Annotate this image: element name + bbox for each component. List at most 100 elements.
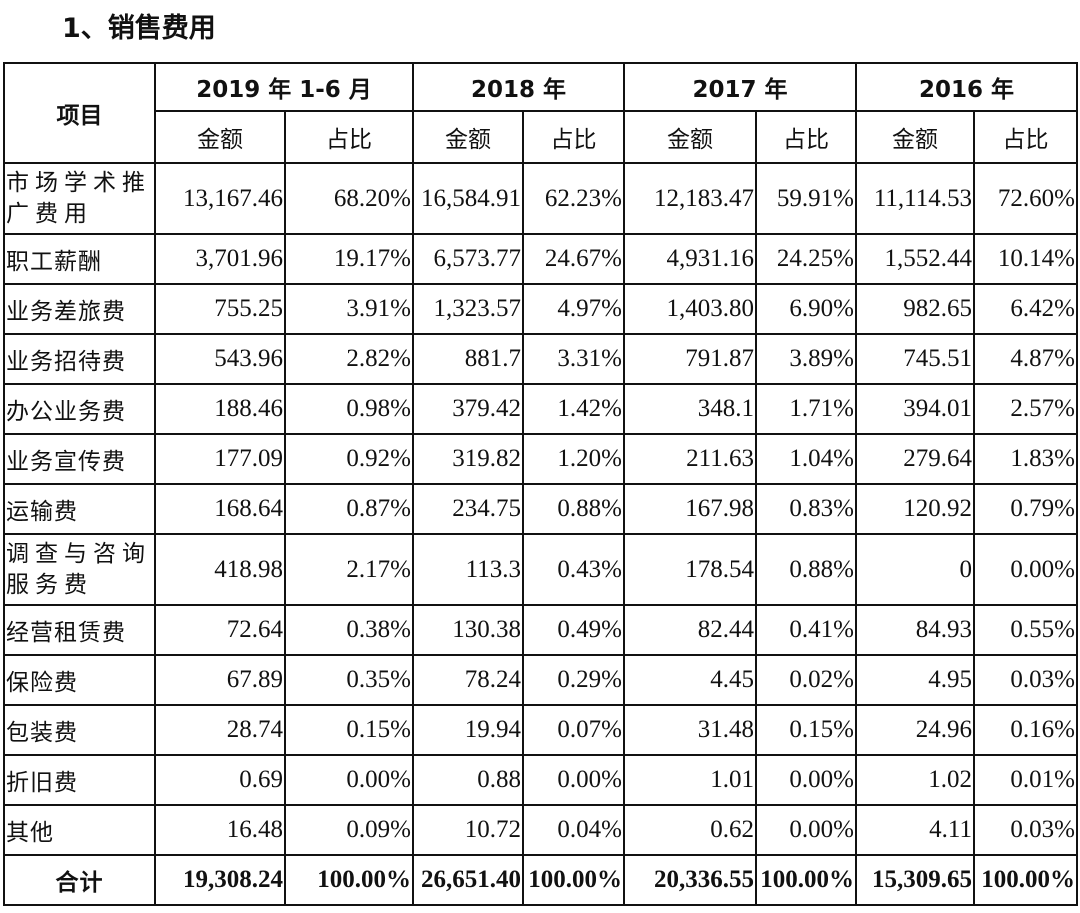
amount-cell: 31.48 xyxy=(623,704,757,756)
ratio-cell: 1.04% xyxy=(755,433,857,485)
amount-cell: 24.96 xyxy=(855,704,975,756)
ratio-cell: 72.60% xyxy=(973,162,1078,235)
total-row: 合计 19,308.24 100.00% 26,651.40 100.00% 20,336… xyxy=(3,854,1078,906)
ratio-cell: 0.07% xyxy=(522,704,625,756)
ratio-cell: 100.00% xyxy=(284,854,414,906)
ratio-cell: 0.49% xyxy=(522,604,625,656)
amount-header: 金额 xyxy=(623,110,757,164)
ratio-cell: 2.57% xyxy=(973,383,1078,435)
table-body: 市场学术推广费用 13,167.46 68.20% 16,584.91 62.23% 12… xyxy=(3,162,1078,906)
ratio-cell: 1.20% xyxy=(522,433,625,485)
ratio-cell: 0.01% xyxy=(973,754,1078,806)
amount-cell: 0.88 xyxy=(412,754,524,806)
row-label: 业务招待费 xyxy=(3,333,156,385)
amount-cell: 113.3 xyxy=(412,533,524,606)
year-header-row: 项目 2019 年 1-6 月 2018 年 2017 年 2016 年 xyxy=(3,62,1078,164)
table-row: 调查与咨询服务费 418.98 2.17% 113.3 0.43% 178.54 0.88%… xyxy=(3,533,1078,606)
ratio-cell: 59.91% xyxy=(755,162,857,235)
ratio-cell: 0.00% xyxy=(755,754,857,806)
table-row: 办公业务费 188.46 0.98% 379.42 1.42% 348.1 1.71% 394… xyxy=(3,383,1078,435)
row-label: 职工薪酬 xyxy=(3,233,156,285)
row-label: 办公业务费 xyxy=(3,383,156,435)
ratio-cell: 62.23% xyxy=(522,162,625,235)
ratio-cell: 100.00% xyxy=(973,854,1078,906)
amount-cell: 755.25 xyxy=(154,283,286,335)
ratio-cell: 1.83% xyxy=(973,433,1078,485)
ratio-cell: 0.00% xyxy=(973,533,1078,606)
ratio-header: 占比 xyxy=(284,110,414,164)
amount-cell: 20,336.55 xyxy=(623,854,757,906)
ratio-header: 占比 xyxy=(755,110,857,164)
amount-cell: 13,167.46 xyxy=(154,162,286,235)
amount-cell: 348.1 xyxy=(623,383,757,435)
amount-cell: 379.42 xyxy=(412,383,524,435)
amount-cell: 120.92 xyxy=(855,483,975,535)
ratio-cell: 10.14% xyxy=(973,233,1078,285)
ratio-cell: 1.42% xyxy=(522,383,625,435)
amount-cell: 177.09 xyxy=(154,433,286,485)
table-row: 职工薪酬 3,701.96 19.17% 6,573.77 24.67% 4,931.16… xyxy=(3,233,1078,285)
amount-cell: 16.48 xyxy=(154,804,286,856)
amount-cell: 4.45 xyxy=(623,654,757,706)
table-row: 其他 16.48 0.09% 10.72 0.04% 0.62 0.00% 4.11 0.03% xyxy=(3,804,1078,856)
year-header: 2018 年 xyxy=(412,62,625,112)
table-row: 业务宣传费 177.09 0.92% 319.82 1.20% 211.63 1.04% 27… xyxy=(3,433,1078,485)
ratio-cell: 0.03% xyxy=(973,804,1078,856)
table-row: 业务差旅费 755.25 3.91% 1,323.57 4.97% 1,403.80 6.9… xyxy=(3,283,1078,335)
total-label: 合计 xyxy=(3,854,156,906)
ratio-cell: 0.00% xyxy=(284,754,414,806)
ratio-cell: 3.91% xyxy=(284,283,414,335)
amount-cell: 279.64 xyxy=(855,433,975,485)
amount-cell: 26,651.40 xyxy=(412,854,524,906)
amount-cell: 78.24 xyxy=(412,654,524,706)
amount-cell: 234.75 xyxy=(412,483,524,535)
amount-cell: 6,573.77 xyxy=(412,233,524,285)
ratio-cell: 0.41% xyxy=(755,604,857,656)
ratio-cell: 0.87% xyxy=(284,483,414,535)
ratio-cell: 0.38% xyxy=(284,604,414,656)
section-title: 1、销售费用 xyxy=(62,13,216,44)
row-label: 保险费 xyxy=(3,654,156,706)
amount-cell: 178.54 xyxy=(623,533,757,606)
ratio-cell: 0.02% xyxy=(755,654,857,706)
ratio-cell: 0.16% xyxy=(973,704,1078,756)
amount-cell: 745.51 xyxy=(855,333,975,385)
amount-cell: 1.02 xyxy=(855,754,975,806)
ratio-cell: 1.71% xyxy=(755,383,857,435)
row-label: 折旧费 xyxy=(3,754,156,806)
row-label: 运输费 xyxy=(3,483,156,535)
ratio-cell: 0.03% xyxy=(973,654,1078,706)
ratio-cell: 0.92% xyxy=(284,433,414,485)
amount-cell: 394.01 xyxy=(855,383,975,435)
sub-header-row: 金额 占比 金额 占比 金额 占比 金额 占比 xyxy=(4,110,1078,164)
ratio-header: 占比 xyxy=(973,110,1078,164)
ratio-header: 占比 xyxy=(522,110,625,164)
ratio-cell: 0.00% xyxy=(755,804,857,856)
amount-cell: 4,931.16 xyxy=(623,233,757,285)
amount-cell: 211.63 xyxy=(623,433,757,485)
row-label: 其他 xyxy=(3,804,156,856)
table-row: 经营租赁费 72.64 0.38% 130.38 0.49% 82.44 0.41% 84.9… xyxy=(3,604,1078,656)
amount-header: 金额 xyxy=(412,110,524,164)
amount-cell: 0.62 xyxy=(623,804,757,856)
table-row: 保险费 67.89 0.35% 78.24 0.29% 4.45 0.02% 4.95 0.03… xyxy=(3,654,1078,706)
ratio-cell: 19.17% xyxy=(284,233,414,285)
amount-cell: 82.44 xyxy=(623,604,757,656)
amount-cell: 791.87 xyxy=(623,333,757,385)
row-label: 市场学术推广费用 xyxy=(3,162,156,235)
row-label: 包装费 xyxy=(3,704,156,756)
amount-cell: 84.93 xyxy=(855,604,975,656)
amount-cell: 982.65 xyxy=(855,283,975,335)
item-header: 项目 xyxy=(3,62,156,164)
amount-cell: 4.11 xyxy=(855,804,975,856)
ratio-cell: 100.00% xyxy=(755,854,857,906)
row-label: 业务差旅费 xyxy=(3,283,156,335)
amount-cell: 15,309.65 xyxy=(855,854,975,906)
amount-cell: 1,403.80 xyxy=(623,283,757,335)
amount-cell: 19.94 xyxy=(412,704,524,756)
amount-cell: 4.95 xyxy=(855,654,975,706)
row-label: 调查与咨询服务费 xyxy=(3,533,156,606)
ratio-cell: 0.00% xyxy=(522,754,625,806)
table-row: 业务招待费 543.96 2.82% 881.7 3.31% 791.87 3.89% 745… xyxy=(3,333,1078,385)
row-label: 业务宣传费 xyxy=(3,433,156,485)
